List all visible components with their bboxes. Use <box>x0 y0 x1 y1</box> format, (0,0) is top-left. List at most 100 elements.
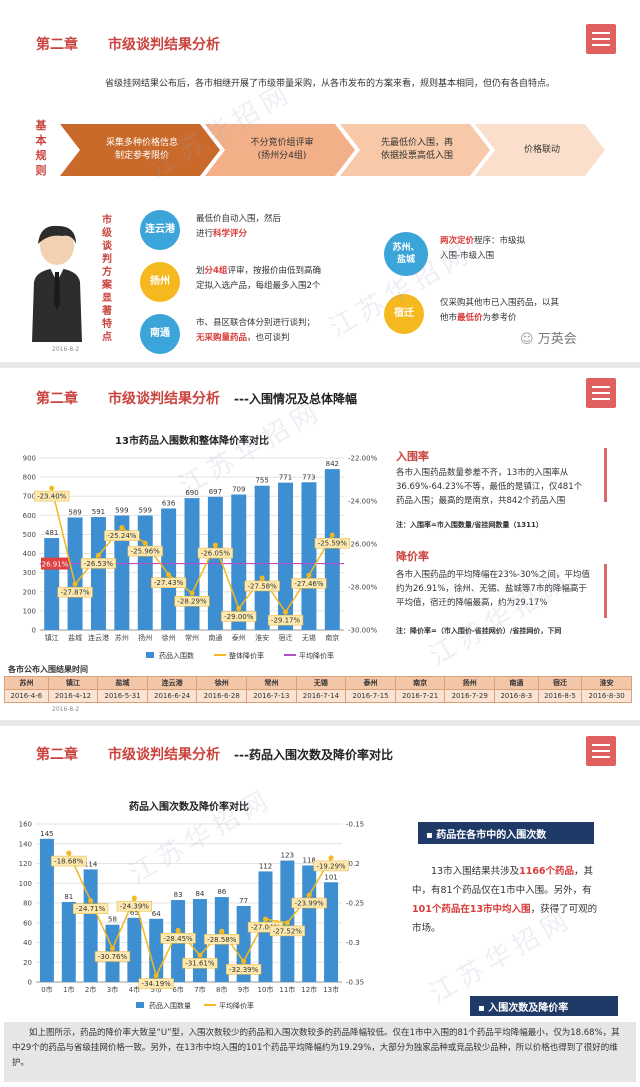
slide-basic-rules: 第二章 市级谈判结果分析 省级挂网结果公布后，各市相继开展了市级带量采购，从各市发… <box>0 0 640 362</box>
note-text: 最低价自动入围，然后 进行 <box>196 214 282 239</box>
discount-label-0: -23.40% <box>37 493 67 501</box>
note-text: 程序：市级拟 入围-市级入围 <box>440 236 526 261</box>
discount-label-box-3 <box>94 951 131 962</box>
menu-icon[interactable] <box>586 24 616 54</box>
wechat-icon: ☺ <box>520 332 534 347</box>
timeline-city-9: 扬州 <box>444 676 495 690</box>
discount-label-box-8 <box>221 611 257 622</box>
count-highlight: 101个药品在13市中均入围 <box>412 904 531 915</box>
timeline-city-12: 淮安 <box>581 676 632 690</box>
city-nantong-badge: 南通 <box>140 314 180 354</box>
note-highlight: 分4组 <box>204 266 228 276</box>
discount-point-6 <box>175 927 181 933</box>
discount-label-box-13 <box>313 860 349 872</box>
x-tick-1: 盐城 <box>68 633 82 642</box>
discount-point-6 <box>189 590 195 596</box>
timeline-date-1: 2016-4-12 <box>47 689 99 703</box>
discount-point-5 <box>166 572 172 578</box>
discount-point-2 <box>88 898 94 904</box>
step-1-text: 采集多种价格信息 制定参考限价 <box>105 138 178 161</box>
bar-label-6: 83 <box>174 891 183 899</box>
timeline-city-6: 无锡 <box>295 676 347 690</box>
discount-label-box-1 <box>57 586 93 598</box>
discount-label-5: -34.19% <box>142 980 172 988</box>
city-lianyungang-note: 最低价自动入围，然后 进行科学评分 <box>196 212 356 242</box>
discount-label-5: -27.43% <box>154 579 184 587</box>
bar-label-2: 591 <box>92 508 105 516</box>
discount-label-7: -26.05% <box>201 550 231 558</box>
y-tick-7: 700 <box>23 493 36 501</box>
bar-label-11: 123 <box>281 852 294 860</box>
timeline-date-6: 2016-7-14 <box>295 689 347 703</box>
discount-label-box-0 <box>34 490 70 502</box>
x-tick-9: 淮安 <box>255 633 269 642</box>
panel-admission-title: 入围率 <box>396 450 429 463</box>
step-4-text: 价格联动 <box>523 144 560 155</box>
x-tick-10: 10市 <box>258 985 274 994</box>
x-tick-0: 镇江 <box>45 633 59 642</box>
timeline-date-10: 2016-8-3 <box>494 689 539 703</box>
menu-icon[interactable] <box>586 736 616 766</box>
y-tick-6: 120 <box>19 860 32 868</box>
discount-label-11: -27.52% <box>273 927 303 935</box>
bar-12 <box>302 865 317 982</box>
discount-label-box-7 <box>197 547 234 559</box>
timeline-city-0: 苏州 <box>4 676 49 690</box>
features-label: 市级谈判方案显著特点 <box>102 215 112 343</box>
timeline-date-9: 2016-7-29 <box>444 689 495 703</box>
x-tick-11: 11市 <box>279 985 295 994</box>
note-text: 为参考价 <box>482 313 517 323</box>
timeline-date-8: 2016-7-21 <box>394 689 446 703</box>
x-tick-2: 2市 <box>85 985 96 994</box>
y-tick-3: 300 <box>23 569 36 577</box>
discount-label-6: -28.45% <box>163 935 193 943</box>
bar-2 <box>83 869 98 982</box>
y-tick-2: 200 <box>23 588 36 596</box>
discount-label-4: -25.96% <box>131 548 161 556</box>
summary-text: 如上图所示，药品的降价率大致呈“U”型，入围次数较少的药品和入围次数较多的药品降… <box>4 1022 636 1082</box>
bar-2 <box>90 517 106 630</box>
x-tick-1: 1市 <box>63 985 74 994</box>
chart-count-discount: 药品入围次数及降价率对比 0 20 40 60 80 100 120 140 160 -0.15 -0… <box>19 800 365 1010</box>
timeline-city-4: 徐州 <box>196 676 248 690</box>
timeline-date-2: 2016-5-31 <box>97 689 148 703</box>
avg-label: 26.91% <box>42 561 69 569</box>
note-text: 评审，按报价由低到高确 定拟入选产品，每组最多入围2个 <box>196 266 321 291</box>
wanying-logo: ☺ 万英会 <box>520 328 577 347</box>
discount-point-10 <box>283 609 289 615</box>
chapter-title: 市级谈判结果分析 <box>108 391 220 407</box>
discount-point-11 <box>284 920 290 926</box>
x-tick-3: 苏州 <box>115 633 129 642</box>
discount-point-8 <box>219 928 225 934</box>
y2-tick-0: -0.15 <box>346 821 364 829</box>
chart-admission-discount: 13市药品入围数和整体降价率对比 0 100 200 300 400 500 600 700 80… <box>23 434 378 660</box>
box-rate-title-text: 入围次数及降价率 <box>488 1003 569 1014</box>
bar-0 <box>44 538 60 630</box>
timeline-city-1: 镇江 <box>47 676 99 690</box>
x-tick-2: 连云港 <box>88 633 109 642</box>
discount-label-3: -30.76% <box>98 953 128 961</box>
y2-tick-1: -24.00% <box>348 498 378 506</box>
discount-label-8: -28.58% <box>207 936 237 944</box>
menu-icon[interactable] <box>586 378 616 408</box>
bar-label-6: 690 <box>185 489 198 497</box>
discount-label-box-6 <box>160 933 196 944</box>
discount-label-box-3 <box>104 530 140 541</box>
chapter-heading: 第二章 市级谈判结果分析 ---入围情况及总体降幅 <box>36 388 357 408</box>
city-suqian-note: 仅采购其他市已入围药品，以其 他市最低价为参考价 <box>440 296 600 326</box>
slide2-date: 2016-8-2 <box>52 706 80 713</box>
timeline-date-row: 2016-4-6 2016-4-12 2016-5-31 2016-6-24 2016-… <box>4 689 632 703</box>
x-tick-8: 泰州 <box>232 633 246 642</box>
chapter-heading: 第二章 市级谈判结果分析 <box>36 34 220 54</box>
bar-11 <box>301 482 317 630</box>
bar-4 <box>127 917 142 982</box>
x-tick-13: 13市 <box>323 985 339 994</box>
avg-label-box <box>41 557 69 570</box>
note-highlight: 最低价 <box>457 313 483 323</box>
bar-label-1: 81 <box>64 893 73 901</box>
y-tick-5: 500 <box>23 531 36 539</box>
y-tick-0: 0 <box>28 979 32 987</box>
timeline-date-7: 2016-7-15 <box>345 689 396 703</box>
discount-label-8: -29.00% <box>224 613 254 621</box>
y-tick-7: 140 <box>19 840 32 848</box>
